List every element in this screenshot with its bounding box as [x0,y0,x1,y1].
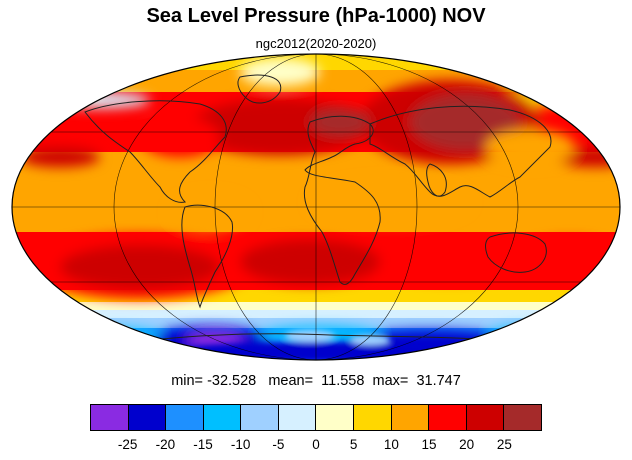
colorbar-tick-label: 10 [383,437,399,452]
colorbar-swatch [278,405,317,430]
pressure-field [12,54,620,360]
colorbar-swatch [316,405,355,430]
max-value: 31.747 [416,373,461,389]
colorbar-swatch [166,405,204,430]
colorbar-swatch [203,405,242,430]
colorbar-tick-label: -15 [193,437,213,452]
mollweide-map [10,52,622,362]
colorbar-tick-label: 0 [312,437,320,452]
max-label: max= [372,373,409,389]
graticule [12,54,620,360]
colorbar-swatch [354,405,392,430]
map-border [11,53,621,361]
map-title: Sea Level Pressure (hPa-1000) NOV [146,5,486,27]
colorbar-swatch [429,405,467,430]
mean-label: mean= [268,373,314,389]
colorbar-ticks: -25 -20 -15 -10 -5 0 5 10 15 20 25 [90,437,542,457]
map-svg [11,53,621,361]
mean-value: 11.558 [321,373,365,389]
stats-line: min= -32.528 mean= 11.558 max= 31.747 [0,373,632,389]
colorbar-swatch [391,405,430,430]
colorbar-tick-label: -25 [117,437,138,452]
colorbar-tick-label: 5 [349,437,358,452]
colorbar-tick-label: -10 [230,437,251,452]
colorbar-swatch [466,405,505,430]
colorbar [90,404,542,431]
colorbar-tick-label: 20 [459,437,475,452]
min-label: min= [171,373,204,389]
colorbar-tick-label: -5 [272,437,285,452]
colorbar-swatch [504,405,541,430]
colorbar-swatch [241,405,279,430]
colorbar-tick-label: 15 [421,437,437,452]
colorbar-swatch [91,405,129,430]
colorbar-tick-label: -20 [155,437,176,452]
colorbar-tick-label: 25 [496,437,512,452]
colorbar-swatch [128,405,167,430]
min-value: -32.528 [207,373,257,389]
map-subtitle: ngc2012(2020-2020) [255,36,377,51]
